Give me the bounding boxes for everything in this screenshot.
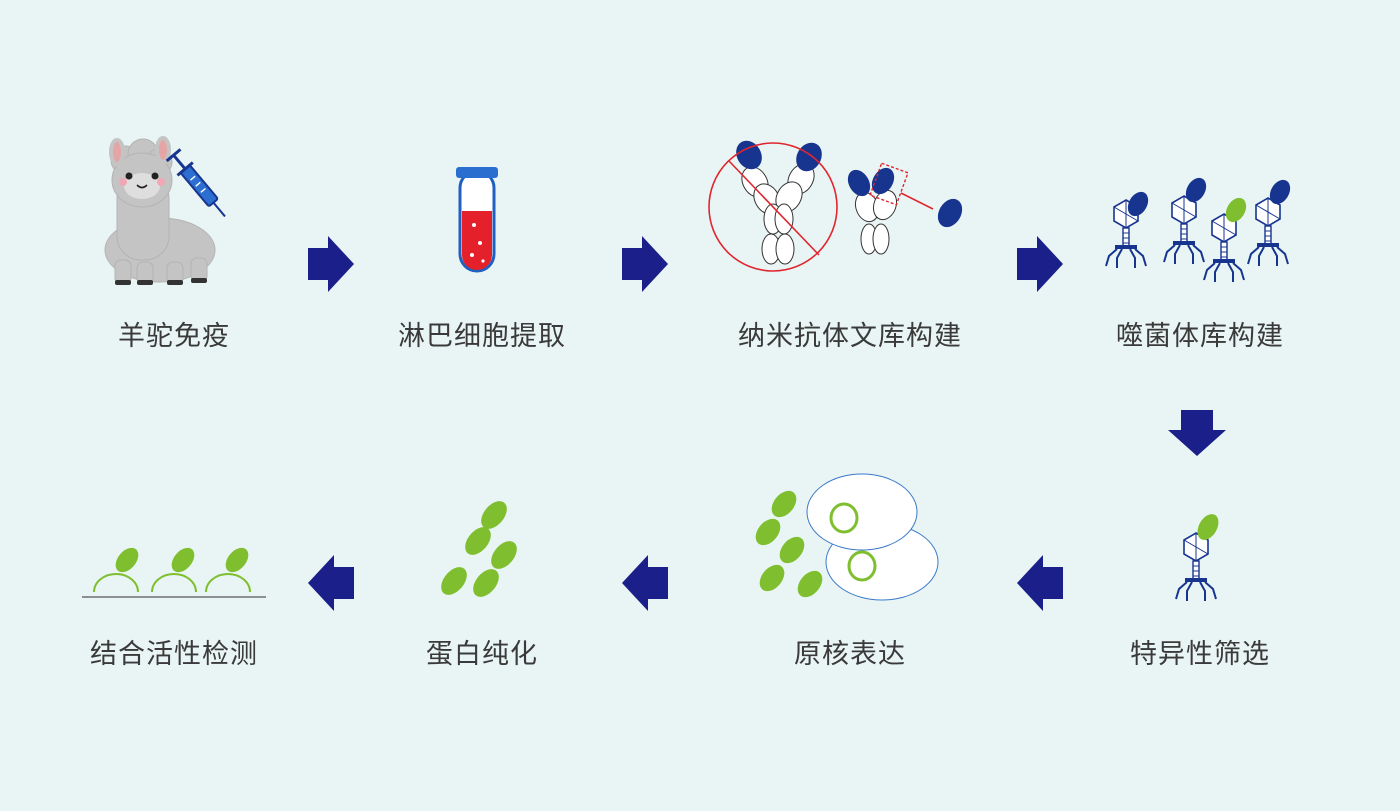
phage-library-icon — [1105, 177, 1291, 283]
arrow-right-icon — [1017, 236, 1063, 292]
arrow-left-icon — [1017, 555, 1063, 611]
blood-test-tube-icon — [456, 167, 498, 273]
step-label-alpaca-immunization: 羊驼免疫 — [118, 321, 230, 352]
antibody-fragmentation-icon — [708, 140, 963, 272]
prokaryotic-cell-expression-icon — [755, 473, 939, 601]
alpaca-with-syringe-icon — [104, 136, 226, 285]
step-label-prokaryotic-expression: 原核表达 — [794, 639, 906, 670]
step-label-phage-library: 噬菌体库构建 — [1116, 321, 1284, 352]
purified-protein-icon — [441, 501, 517, 597]
arrow-down-icon — [1168, 410, 1226, 456]
arrow-left-icon — [308, 555, 354, 611]
step-label-lymphocyte-extraction: 淋巴细胞提取 — [398, 321, 566, 352]
arrow-right-icon — [308, 236, 354, 292]
step-label-specific-screening: 特异性筛选 — [1130, 639, 1270, 670]
surface-binding-icon — [82, 547, 266, 598]
arrow-left-icon — [622, 555, 668, 611]
arrow-right-icon — [622, 236, 668, 292]
step-label-protein-purification: 蛋白纯化 — [426, 639, 538, 670]
single-phage-icon — [1175, 514, 1219, 602]
step-label-nanobody-library: 纳米抗体文库构建 — [738, 321, 962, 352]
step-label-binding-activity: 结合活性检测 — [90, 639, 258, 670]
